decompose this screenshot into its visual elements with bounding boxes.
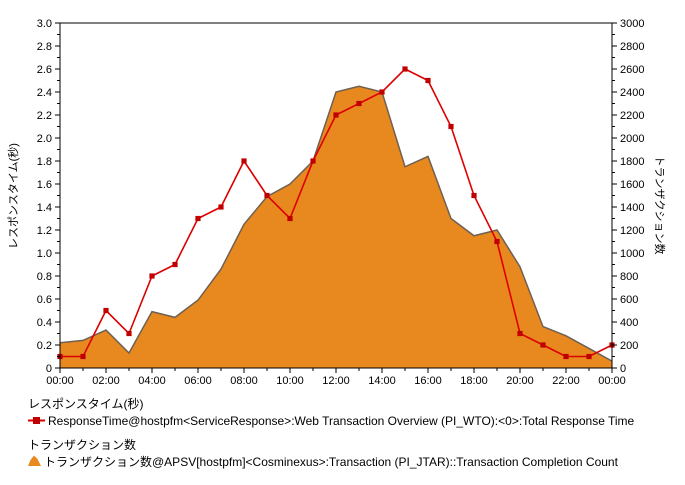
response-time-marker bbox=[310, 158, 316, 164]
right-axis-tick-label: 200 bbox=[620, 340, 638, 352]
x-axis-tick-label: 00:00 bbox=[598, 375, 626, 387]
x-axis-tick-label: 10:00 bbox=[276, 375, 304, 387]
left-axis-tick-label: 1.8 bbox=[37, 156, 52, 168]
x-axis-tick-label: 02:00 bbox=[92, 375, 120, 387]
x-axis-tick-label: 22:00 bbox=[552, 375, 580, 387]
response-time-marker bbox=[103, 307, 109, 314]
left-axis-tick-label: 2.6 bbox=[37, 64, 52, 76]
transactions-area-outline bbox=[59, 85, 613, 362]
left-axis-tick-label: 0.2 bbox=[37, 340, 52, 352]
right-axis-tick-label: 1200 bbox=[620, 225, 644, 237]
left-axis-tick-label: 0 bbox=[46, 363, 52, 375]
left-axis-tick-label: 2.2 bbox=[37, 110, 52, 122]
left-axis-tick-label: 2.4 bbox=[37, 87, 52, 99]
left-axis-tick-label: 1.6 bbox=[37, 179, 52, 191]
right-axis-title: トランザクション数 bbox=[653, 155, 665, 255]
right-axis-tick-label: 600 bbox=[620, 294, 638, 306]
right-axis-tick-label: 2800 bbox=[620, 41, 644, 53]
right-axis-tick-label: 1400 bbox=[620, 202, 644, 214]
x-axis-tick-label: 16:00 bbox=[414, 375, 442, 387]
left-axis-tick-label: 0.8 bbox=[37, 271, 52, 283]
left-axis-title: レスポンスタイム(秒) bbox=[8, 143, 20, 249]
response-time-marker bbox=[402, 66, 408, 72]
response-time-marker bbox=[540, 342, 546, 348]
response-time-marker bbox=[195, 215, 201, 222]
response-time-marker bbox=[126, 330, 132, 337]
response-time-marker bbox=[149, 273, 155, 279]
response-time-marker bbox=[563, 353, 569, 360]
right-axis-tick-label: 2000 bbox=[620, 133, 644, 145]
x-axis-tick-label: 14:00 bbox=[368, 375, 396, 387]
right-axis-tick-label: 2600 bbox=[620, 64, 644, 76]
legend-item-label: トランザクション数@APSV[hostpfm]<Cosminexus>:Tran… bbox=[44, 455, 618, 469]
x-axis-tick-label: 04:00 bbox=[138, 375, 166, 387]
line-marker-icon bbox=[28, 414, 45, 429]
x-axis-tick-label: 06:00 bbox=[184, 375, 212, 387]
response-time-marker bbox=[218, 204, 224, 210]
legend-title-transactions: トランザクション数 bbox=[28, 438, 137, 452]
right-axis-tick-label: 0 bbox=[620, 363, 626, 375]
response-time-marker bbox=[586, 353, 592, 360]
legend-item-transactions: トランザクション数@APSV[hostpfm]<Cosminexus>:Tran… bbox=[28, 455, 618, 470]
response-time-marker bbox=[471, 192, 477, 199]
response-time-marker bbox=[448, 123, 454, 130]
right-axis-tick-label: 3000 bbox=[620, 18, 644, 30]
x-axis-tick-label: 00:00 bbox=[46, 375, 74, 387]
x-axis-tick-label: 20:00 bbox=[506, 375, 534, 387]
left-axis-tick-label: 1.2 bbox=[37, 225, 52, 237]
legend-title-response-time: レスポンスタイム(秒) bbox=[28, 397, 144, 411]
response-time-marker bbox=[379, 89, 385, 95]
response-time-marker bbox=[172, 261, 178, 268]
right-axis-tick-label: 1000 bbox=[620, 248, 644, 260]
response-time-marker bbox=[356, 100, 362, 107]
transactions-area bbox=[60, 86, 612, 368]
legend-item-label: ResponseTime@hostpfm<ServiceResponse>:We… bbox=[48, 414, 635, 428]
right-axis-tick-label: 400 bbox=[620, 317, 638, 329]
response-time-marker bbox=[241, 158, 247, 164]
left-axis-tick-label: 1.4 bbox=[37, 202, 52, 214]
x-axis-tick-label: 18:00 bbox=[460, 375, 488, 387]
chart-plot: 0 0.2 0.4 0.6 0.8 1.0 1.2 1.4 1.6 1.8 2.0 2.2 2.4 2.6… bbox=[37, 18, 645, 387]
response-time-marker bbox=[287, 215, 293, 222]
response-time-marker bbox=[425, 77, 431, 84]
x-axis-tick-label: 08:00 bbox=[230, 375, 258, 387]
response-time-marker bbox=[517, 330, 523, 337]
response-time-marker bbox=[80, 353, 86, 360]
left-axis-tick-label: 2.8 bbox=[37, 41, 52, 53]
right-axis-tick-label: 2400 bbox=[620, 87, 644, 99]
response-time-marker bbox=[264, 192, 270, 199]
area-swatch-icon bbox=[28, 455, 41, 470]
right-axis-tick-label: 800 bbox=[620, 271, 638, 283]
left-axis-tick-label: 1.0 bbox=[37, 248, 52, 260]
left-axis-tick-label: 0.6 bbox=[37, 294, 52, 306]
right-axis-tick-label: 1600 bbox=[620, 179, 644, 191]
legend-item-response-time: ResponseTime@hostpfm<ServiceResponse>:We… bbox=[28, 414, 634, 429]
legend-group-transactions: トランザクション数 トランザクション数@APSV[hostpfm]<Cosmin… bbox=[28, 438, 618, 470]
left-axis-tick-label: 0.4 bbox=[37, 317, 52, 329]
legend-group-response-time: レスポンスタイム(秒) ResponseTime@hostpfm<Service… bbox=[28, 397, 634, 429]
left-axis-tick-label: 2.0 bbox=[37, 133, 52, 145]
x-axis-tick-label: 12:00 bbox=[322, 375, 350, 387]
right-axis-tick-label: 2200 bbox=[620, 110, 644, 122]
response-time-marker bbox=[494, 238, 500, 245]
right-axis-tick-label: 1800 bbox=[620, 156, 644, 168]
response-time-marker bbox=[333, 112, 339, 118]
left-axis-tick-label: 3.0 bbox=[37, 18, 52, 30]
